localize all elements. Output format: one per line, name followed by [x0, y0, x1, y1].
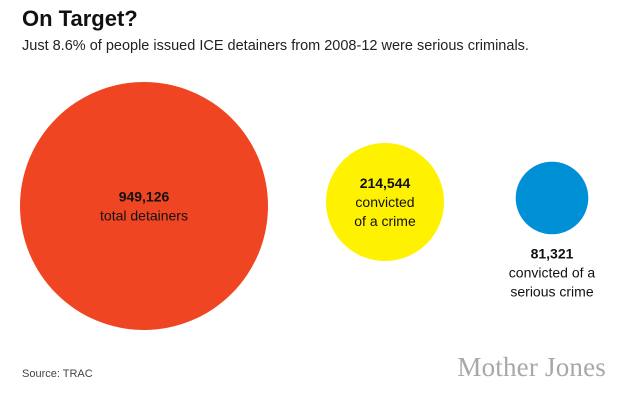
bubble-group-214-544: 214,544 convicted of a crime [326, 143, 444, 261]
bubble-category-label: of a crime [354, 213, 416, 229]
source-note: Source: TRAC [22, 368, 93, 380]
bubble-81-321 [515, 161, 589, 235]
bubble-value-label: 949,126 [119, 189, 170, 205]
chart-subtitle: Just 8.6% of people issued ICE detainers… [22, 38, 529, 54]
bubble-group-949-126: 949,126 total detainers [20, 82, 268, 330]
bubble-group-81-321: 81,321 convicted of a serious crime [509, 161, 596, 299]
bubble-214-544 [326, 143, 444, 261]
chart-title: On Target? [22, 6, 138, 31]
bubble-value-label: 81,321 [531, 245, 574, 261]
bubble-value-label: 214,544 [360, 175, 411, 191]
bubble-category-label: serious crime [510, 283, 593, 299]
bubble-category-label: convicted of a [509, 264, 596, 280]
bubble-949-126 [20, 82, 268, 330]
bubble-category-label: convicted [355, 194, 414, 210]
bubble-category-label: total detainers [100, 208, 188, 224]
brand-logo: Mother Jones [457, 352, 606, 382]
